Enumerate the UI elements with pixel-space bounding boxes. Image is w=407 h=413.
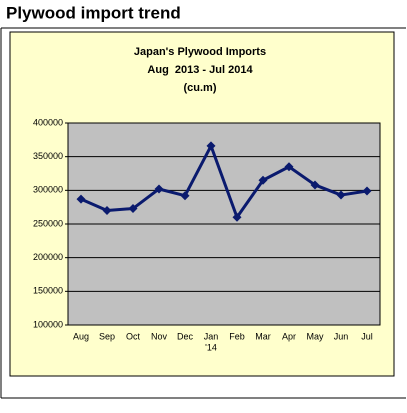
data-point [310,180,320,190]
y-tick-label: 250000 [33,218,63,228]
y-tick-label: 200000 [33,252,63,262]
y-tick-label: 350000 [33,151,63,161]
x-tick-label: Jan [204,331,219,341]
x-tick-label: Jun [334,331,349,341]
x-tick-label: Mar [255,331,271,341]
y-tick-label: 300000 [33,185,63,195]
data-point [76,194,86,204]
heading: Plywood import trend [6,3,181,22]
data-point [258,175,268,185]
x-tick-label: Dec [177,331,194,341]
chart-unit: (cu.m) [184,82,217,94]
x-tick-label: Jul [361,331,373,341]
x-tick-label: Aug [73,331,89,341]
y-tick-label: 150000 [33,286,63,296]
y-tick-label: 400000 [33,117,63,127]
annotation: '14 [205,342,217,352]
x-tick-label: Apr [282,331,296,341]
y-tick-label: 100000 [33,319,63,329]
data-point [206,141,216,151]
x-tick-label: Oct [126,331,141,341]
data-point [102,206,112,216]
data-point [180,191,190,201]
x-tick-label: Nov [151,331,168,341]
data-point [336,190,346,200]
x-tick-label: Feb [229,331,245,341]
x-tick-label: Sep [99,331,115,341]
x-tick-label: May [306,331,324,341]
data-point [362,186,372,196]
data-point [154,184,164,194]
data-point [284,162,294,172]
data-point [232,212,242,222]
chart-title: Japan's Plywood Imports [134,46,266,58]
data-point [128,204,138,214]
chart-subtitle: Aug 2013 - Jul 2014 [147,64,253,76]
data-line [80,144,368,219]
